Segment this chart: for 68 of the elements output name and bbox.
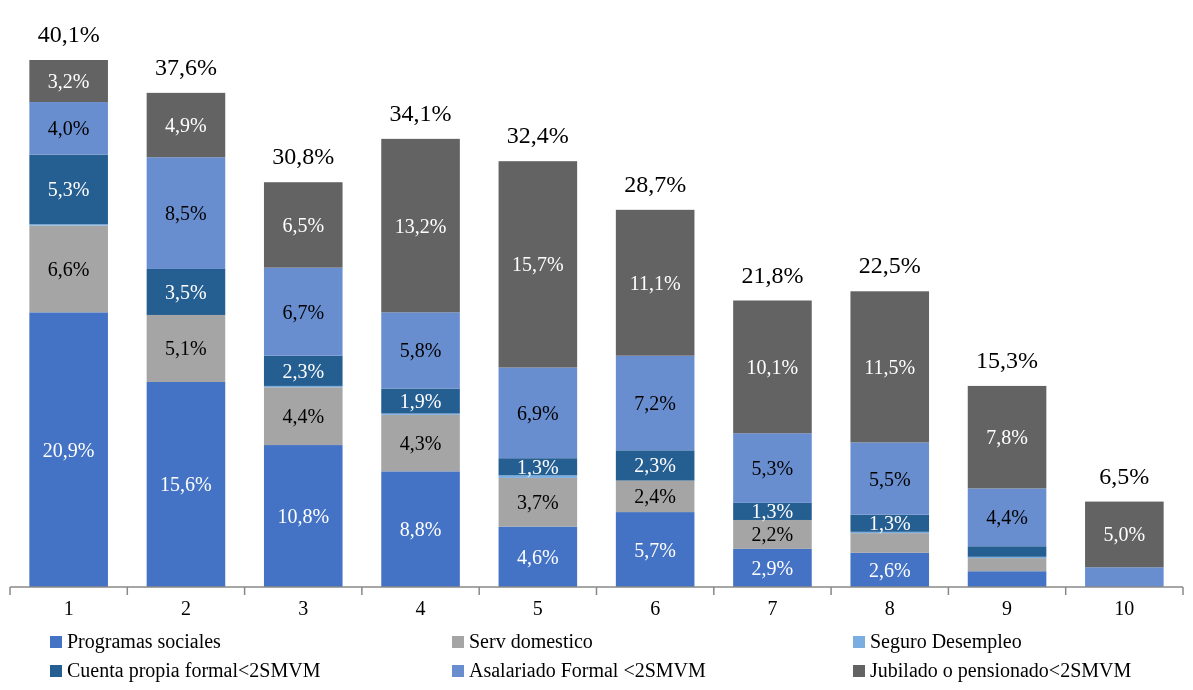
- x-tick-label: 2: [180, 597, 191, 619]
- data-label: 2,9%: [751, 556, 794, 579]
- data-label: 1,9%: [399, 390, 442, 413]
- total-label: 21,8%: [741, 261, 804, 288]
- data-label: 8,8%: [399, 518, 442, 541]
- x-tick-label: 5: [532, 597, 543, 619]
- data-label: 5,3%: [751, 457, 794, 480]
- data-label: 10,1%: [746, 355, 799, 378]
- total-label: 22,5%: [858, 252, 921, 279]
- data-label: 8,5%: [165, 202, 207, 225]
- data-label: 7,2%: [634, 392, 676, 415]
- data-label: 2,2%: [751, 523, 794, 546]
- x-tick-label: 9: [1002, 597, 1013, 619]
- legend-label: Jubilado o pensionado<2SMVM: [870, 659, 1132, 682]
- data-label: 6,7%: [282, 300, 325, 323]
- x-tick-label: 3: [298, 597, 309, 619]
- legend-label: Asalariado Formal <2SMVM: [469, 659, 707, 681]
- data-label: 1,3%: [868, 512, 911, 535]
- data-label: 11,1%: [629, 271, 681, 294]
- data-label: 7,8%: [986, 426, 1028, 449]
- data-label: 15,7%: [512, 253, 564, 276]
- data-label: 13,2%: [394, 214, 447, 237]
- data-label: 5,0%: [1103, 523, 1146, 546]
- data-label: 15,6%: [160, 473, 212, 496]
- data-label: 20,9%: [42, 438, 95, 461]
- data-label: 1,3%: [517, 455, 559, 478]
- legend-label: Seguro Desempleo: [870, 630, 1022, 653]
- total-label: 30,8%: [272, 143, 335, 170]
- data-label: 3,2%: [47, 70, 90, 93]
- data-label: 4,4%: [282, 405, 325, 428]
- data-label: 2,3%: [634, 454, 676, 477]
- total-label: 28,7%: [624, 170, 687, 197]
- total-label: 32,4%: [506, 122, 569, 149]
- total-label: 6,5%: [1099, 462, 1150, 489]
- data-label: 6,9%: [517, 401, 559, 424]
- data-label: 4,0%: [47, 117, 90, 140]
- total-label: 34,1%: [389, 99, 452, 126]
- data-label: 2,6%: [868, 558, 911, 581]
- legend-label: Programas sociales: [67, 630, 222, 653]
- data-label: 5,3%: [47, 178, 90, 201]
- total-label: 40,1%: [37, 21, 100, 47]
- data-label: 3,5%: [165, 280, 207, 303]
- x-tick-label: 10: [1114, 597, 1135, 619]
- data-label: 5,1%: [165, 337, 207, 360]
- data-label: 5,8%: [399, 339, 442, 362]
- x-tick-label: 1: [63, 597, 74, 619]
- data-label: 4,9%: [165, 114, 207, 137]
- data-label: 5,5%: [868, 467, 911, 490]
- data-label: 5,7%: [634, 538, 676, 561]
- data-label: 4,4%: [986, 506, 1028, 529]
- total-label: 15,3%: [976, 346, 1039, 373]
- legend-label: Cuenta propia formal<2SMVM: [67, 659, 321, 682]
- data-label: 4,6%: [517, 545, 559, 568]
- legend-label: Serv domestico: [469, 630, 593, 652]
- data-label: 11,5%: [864, 355, 916, 378]
- data-label: 2,4%: [634, 485, 676, 508]
- data-label: 1,3%: [751, 500, 794, 523]
- data-label: 3,7%: [517, 491, 559, 514]
- x-tick-label: 7: [767, 597, 778, 619]
- data-label: 10,8%: [277, 505, 330, 528]
- data-label: 4,3%: [399, 432, 442, 455]
- data-label: 6,6%: [47, 257, 90, 280]
- data-label: 2,3%: [282, 359, 325, 382]
- x-tick-label: 8: [884, 597, 895, 619]
- total-label: 37,6%: [154, 53, 217, 80]
- x-tick-label: 6: [650, 597, 661, 619]
- data-label: 6,5%: [282, 213, 325, 236]
- x-tick-label: 4: [415, 597, 426, 619]
